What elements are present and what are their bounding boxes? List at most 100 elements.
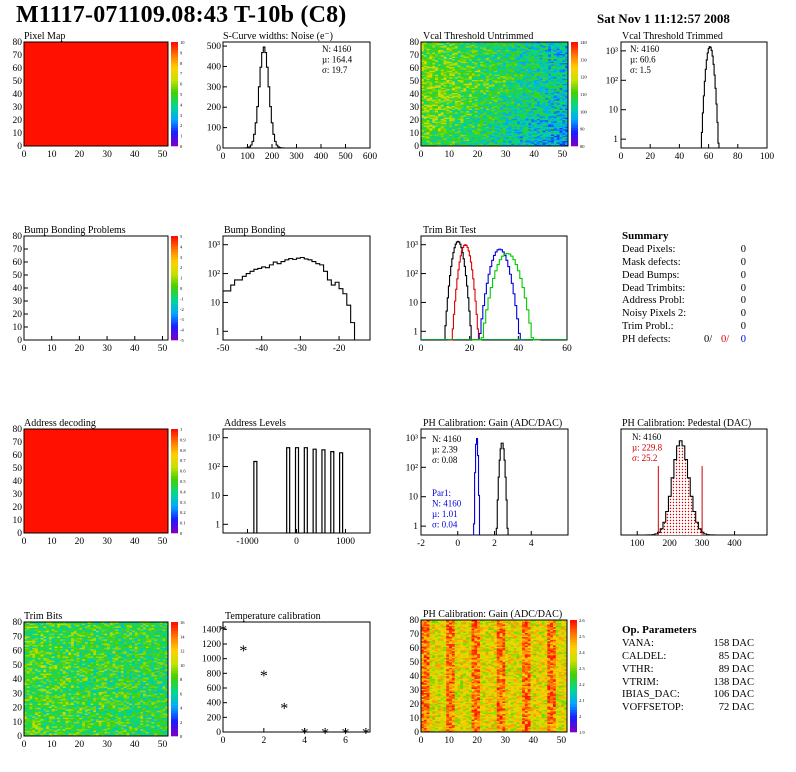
vcal_untrimmed-ytick-label: 60 [410, 64, 420, 74]
summary-row-label: Trim Probl.: [622, 321, 674, 333]
vcal_untrimmed-palette-label: 80 [580, 144, 585, 149]
trim_bits-ytick-label: 20 [13, 704, 23, 714]
ph_gain-stat2: N: 4160 [432, 499, 462, 509]
ph_gain_map-palette [570, 620, 577, 733]
address_decoding-palette-label: 0.6 [180, 469, 186, 474]
pixel_map-xtick-label: 20 [75, 150, 85, 160]
bump_problems-ytick-label: 30 [13, 297, 23, 307]
trim_bits-ytick-label: 0 [17, 732, 22, 742]
address_decoding-xtick-label: 0 [22, 537, 27, 547]
vcal_untrimmed-ytick-label: 40 [410, 90, 420, 100]
summary-row-label: Mask defects: [622, 256, 681, 268]
ph_gain_map-palette-label: 2.3 [579, 666, 585, 671]
trim_bit_test-series-3 [472, 252, 541, 341]
trim_bit_test-ytick-label: 10³ [406, 241, 419, 251]
address_levels-ytick-label: 10 [211, 491, 221, 501]
temperature-ytick-label: 200 [207, 713, 222, 723]
address_decoding-ytick-label: 40 [13, 477, 23, 487]
summary-row: Dead Bumps: 0 [622, 270, 746, 283]
address_levels-spike [253, 460, 258, 533]
ph_gain-ytick-label: 10² [406, 463, 419, 473]
address_levels-spike [339, 452, 344, 533]
trim_bits-ytick-label: 10 [13, 718, 23, 728]
address_levels-spike [286, 447, 291, 533]
summary-row: Address Probl: 0 [622, 295, 746, 308]
ph_gain_map-palette-label: 2.6 [579, 618, 585, 623]
vcal_trimmed-xtick-label: 0 [619, 152, 624, 162]
address_decoding-xtick-label: 30 [102, 537, 112, 547]
bump_problems-frame [23, 235, 169, 341]
bump_bonding-xtick-label: -40 [255, 344, 268, 354]
trim_bits-ytick-label: 50 [13, 661, 23, 671]
pixel_map-ytick-label: 70 [13, 51, 23, 61]
ph_gain-stat: N: 4160 [432, 434, 462, 444]
summary-row-label: Dead Pixels: [622, 243, 676, 255]
scurve-ytick-label: 0 [216, 144, 221, 154]
temperature-xtick-label: 0 [221, 736, 226, 746]
bump_problems-palette-label: 4 [180, 244, 183, 249]
temperature-point: * [239, 643, 247, 660]
summary-row-label: Dead Trimbits: [622, 282, 686, 294]
bump_bonding-ytick-label: 10³ [208, 241, 221, 251]
ph_gain_map-ytick-label: 30 [410, 686, 420, 696]
bump_problems-palette-label: -5 [180, 338, 184, 343]
ph_gain_map-palette-label: 2.2 [579, 682, 585, 687]
vcal_untrimmed-ytick-label: 20 [410, 116, 420, 126]
trim_bit_test-ytick-label: 1 [413, 327, 418, 337]
scurve-series-0 [239, 46, 288, 149]
bump_bonding-series-0 [222, 256, 356, 340]
vcal_trimmed-frame [620, 41, 768, 149]
address_decoding-title: Address decoding [24, 418, 96, 429]
temperature-ytick-label: 1000 [202, 655, 221, 665]
trim_bit_test-title: Trim Bit Test [423, 225, 476, 236]
bump_problems-xtick-label: 0 [22, 344, 27, 354]
temperature-title: Temperature calibration [225, 611, 321, 622]
op-param-label: VTHR: [622, 663, 654, 675]
summary-panel: Summary Dead Pixels: 0 Mask defects: 0 Dead … [622, 230, 746, 347]
ph_gain_map-ytick-label: 50 [410, 658, 420, 668]
ph_gain_map-xtick-label: 20 [472, 736, 482, 746]
vcal_untrimmed-frame-top [420, 41, 569, 147]
address_decoding-palette-label: 0.3 [180, 500, 186, 505]
trim_bits-xtick-label: 10 [47, 740, 57, 750]
bump_problems-xtick-label: 20 [75, 344, 85, 354]
trim_bits-palette-label: 0 [180, 734, 183, 739]
scurve-ytick-label: 200 [207, 103, 222, 113]
address_decoding-xtick-label: 10 [47, 537, 57, 547]
bump_problems-ytick-label: 10 [13, 323, 23, 333]
vcal_untrimmed-ytick-label: 70 [410, 51, 420, 61]
scurve-ytick-label: 100 [207, 124, 222, 134]
scurve-xtick-label: 500 [338, 152, 353, 162]
op-param-row: VANA: 158 DAC [622, 638, 754, 651]
trim_bits-palette-label: 4 [180, 706, 183, 711]
bump_problems-palette-label: 5 [180, 234, 183, 239]
ph_pedestal-title: PH Calibration: Pedestal (DAC) [622, 418, 751, 429]
address_decoding-palette-label: 0.1 [180, 521, 186, 526]
summary-row-value: 0 [740, 321, 746, 333]
op-param-row: VTRIM: 138 DAC [622, 677, 754, 690]
op-param-value: 138 DAC [713, 676, 754, 688]
summary-row-value: 0 [740, 282, 746, 294]
vcal_trimmed-stat: σ: 1.5 [630, 65, 651, 75]
op-param-row: IBIAS_DAC: 106 DAC [622, 689, 754, 702]
trim_bit_test-frame [420, 235, 568, 341]
page-date: Sat Nov 1 11:12:57 2008 [597, 11, 730, 26]
bump_problems-palette-label: 1 [180, 276, 182, 281]
ph_pedestal-xtick-label: 100 [630, 539, 645, 549]
address_levels-title: Address Levels [224, 418, 286, 429]
bump_bonding-title: Bump Bonding [224, 225, 285, 236]
address_decoding-ytick-label: 10 [13, 516, 23, 526]
ph_gain-xtick-label: 2 [492, 539, 497, 549]
vcal_untrimmed-xtick-label: 30 [501, 150, 511, 160]
ph_gain_map-palette-label: 1.9 [579, 730, 585, 735]
bump_problems-title: Bump Bonding Problems [24, 225, 126, 236]
trim_bits-palette-label: 12 [180, 649, 185, 654]
temperature-xtick-label: 4 [302, 736, 307, 746]
scurve-xtick-label: 600 [363, 152, 378, 162]
temperature-ytick-label: 600 [207, 684, 222, 694]
trim_bit_test-xtick-label: 60 [562, 344, 572, 354]
vcal_trimmed-title: Vcal Threshold Trimmed [622, 31, 723, 42]
bump_problems-palette-label: 2 [180, 265, 182, 270]
address_decoding-ytick-label: 70 [13, 438, 23, 448]
ph_pedestal-stat: µ: 229.8 [632, 443, 663, 453]
